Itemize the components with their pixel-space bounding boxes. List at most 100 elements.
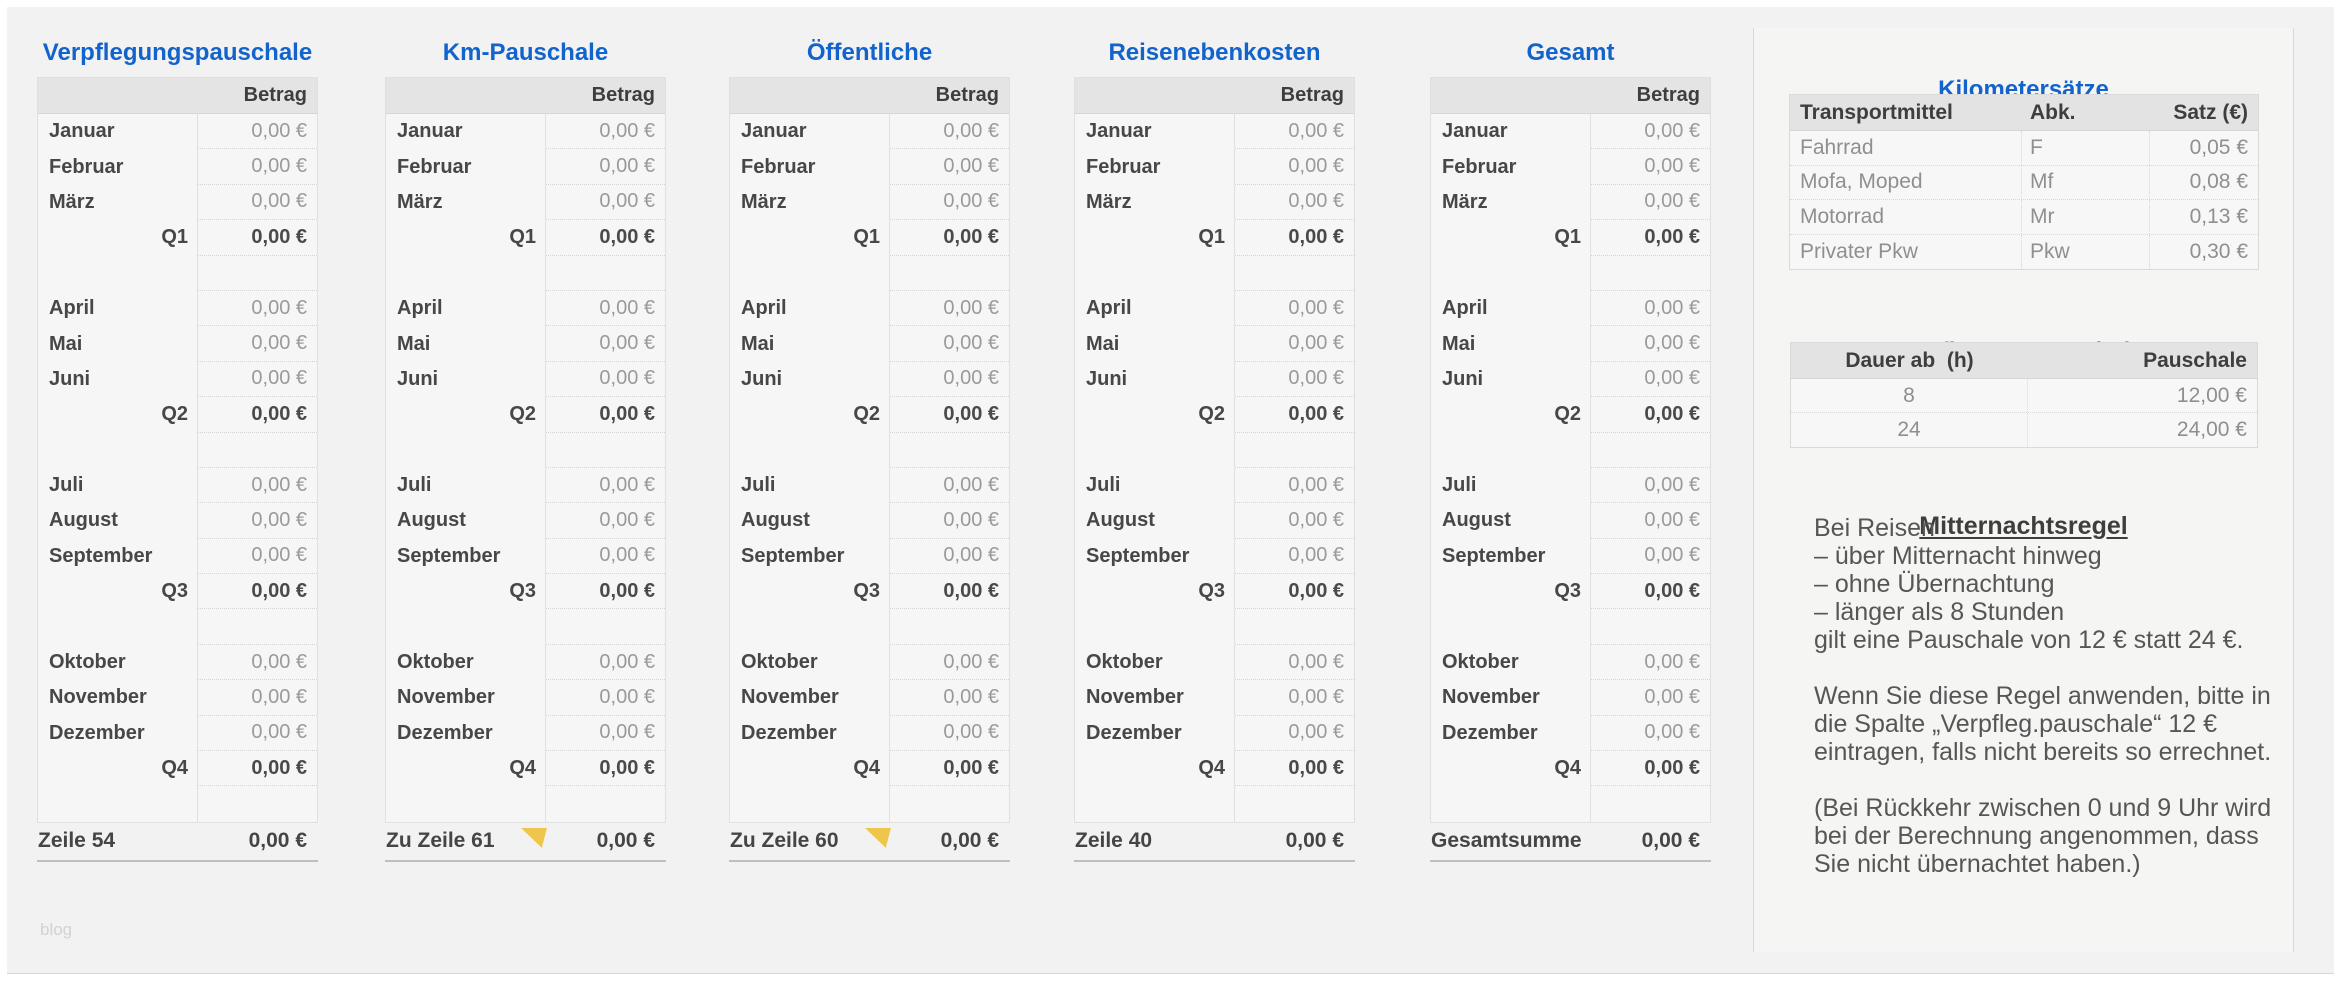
amount-cell[interactable]: 0,00 € xyxy=(546,149,665,185)
amount-cell[interactable]: 0,00 € xyxy=(890,114,1009,150)
amount-cell[interactable]: 0,00 € xyxy=(198,326,317,362)
amount-cell[interactable] xyxy=(546,786,665,821)
amount-cell[interactable] xyxy=(198,786,317,821)
amount-cell[interactable]: 0,00 € xyxy=(198,185,317,221)
amount-cell[interactable]: 0,00 € xyxy=(1235,185,1354,221)
amount-cell[interactable]: 0,00 € xyxy=(890,220,1009,256)
amount-cell[interactable]: 0,00 € xyxy=(546,751,665,787)
amount-cell[interactable]: 0,00 € xyxy=(198,397,317,433)
amount-cell[interactable]: 0,00 € xyxy=(1591,539,1710,575)
amount-cell[interactable]: 0,00 € xyxy=(546,574,665,610)
amount-cell[interactable]: 0,00 € xyxy=(546,291,665,327)
amount-cell[interactable]: 0,00 € xyxy=(890,680,1009,716)
amount-cell[interactable]: 0,00 € xyxy=(890,397,1009,433)
amount-cell[interactable]: 0,00 € xyxy=(1235,468,1354,504)
amount-cell[interactable]: 0,00 € xyxy=(546,503,665,539)
amount-cell[interactable]: 0,00 € xyxy=(1591,326,1710,362)
amount-cell[interactable]: 0,00 € xyxy=(890,716,1009,752)
amount-cell[interactable]: 0,00 € xyxy=(890,291,1009,327)
amount-cell[interactable]: 0,00 € xyxy=(1235,574,1354,610)
amount-cell[interactable]: 0,00 € xyxy=(890,503,1009,539)
amount-cell[interactable]: 0,00 € xyxy=(1235,397,1354,433)
amount-cell[interactable] xyxy=(1591,256,1710,291)
amount-cell[interactable] xyxy=(1591,433,1710,468)
amount-cell[interactable]: 0,00 € xyxy=(198,468,317,504)
amount-cell[interactable] xyxy=(890,256,1009,291)
amount-cell[interactable]: 0,00 € xyxy=(546,397,665,433)
amount-cell[interactable]: 0,00 € xyxy=(546,326,665,362)
amount-cell[interactable]: 0,00 € xyxy=(198,539,317,575)
amount-cell[interactable]: 0,00 € xyxy=(890,539,1009,575)
amount-cell[interactable]: 0,00 € xyxy=(198,716,317,752)
comment-marker-icon[interactable] xyxy=(521,827,547,848)
amount-cell[interactable]: 0,00 € xyxy=(1591,468,1710,504)
amount-cell[interactable]: 0,00 € xyxy=(198,114,317,150)
amount-cell[interactable]: 0,00 € xyxy=(890,362,1009,398)
amount-cell[interactable]: 0,00 € xyxy=(1591,220,1710,256)
amount-cell[interactable]: 0,00 € xyxy=(1591,362,1710,398)
amount-cell[interactable]: 0,00 € xyxy=(1591,574,1710,610)
amount-cell[interactable]: 0,00 € xyxy=(198,574,317,610)
amount-cell[interactable] xyxy=(198,433,317,468)
amount-cell[interactable] xyxy=(1235,256,1354,291)
amount-cell[interactable]: 0,00 € xyxy=(890,185,1009,221)
amount-cell[interactable]: 0,00 € xyxy=(890,574,1009,610)
amount-cell[interactable]: 0,00 € xyxy=(546,185,665,221)
amount-cell[interactable]: 0,00 € xyxy=(198,291,317,327)
amount-cell[interactable]: 0,00 € xyxy=(546,220,665,256)
amount-cell[interactable]: 0,00 € xyxy=(1591,185,1710,221)
amount-cell[interactable]: 0,00 € xyxy=(198,751,317,787)
amount-cell[interactable]: 0,00 € xyxy=(1591,114,1710,150)
amount-cell[interactable]: 0,00 € xyxy=(1235,362,1354,398)
amount-cell[interactable]: 0,00 € xyxy=(890,149,1009,185)
amount-cell[interactable] xyxy=(890,786,1009,821)
amount-cell[interactable]: 0,00 € xyxy=(1235,149,1354,185)
amount-cell[interactable]: 0,00 € xyxy=(1591,716,1710,752)
amount-cell[interactable]: 0,00 € xyxy=(546,468,665,504)
comment-marker-icon[interactable] xyxy=(865,827,891,848)
amount-cell[interactable] xyxy=(890,433,1009,468)
amount-cell[interactable]: 0,00 € xyxy=(198,503,317,539)
amount-cell[interactable]: 0,00 € xyxy=(890,751,1009,787)
amount-cell[interactable]: 0,00 € xyxy=(890,326,1009,362)
amount-cell[interactable]: 0,00 € xyxy=(1591,149,1710,185)
amount-cell[interactable] xyxy=(1235,433,1354,468)
amount-cell[interactable] xyxy=(1235,609,1354,645)
amount-cell[interactable]: 0,00 € xyxy=(546,680,665,716)
amount-cell[interactable]: 0,00 € xyxy=(546,539,665,575)
amount-cell[interactable]: 0,00 € xyxy=(1235,716,1354,752)
amount-cell[interactable]: 0,00 € xyxy=(546,645,665,681)
amount-cell[interactable]: 0,00 € xyxy=(1235,326,1354,362)
amount-cell[interactable]: 0,00 € xyxy=(1591,680,1710,716)
amount-cell[interactable]: 0,00 € xyxy=(1591,503,1710,539)
amount-cell[interactable]: 0,00 € xyxy=(1235,220,1354,256)
amount-cell[interactable]: 0,00 € xyxy=(1591,291,1710,327)
amount-cell[interactable] xyxy=(546,256,665,291)
amount-cell[interactable]: 0,00 € xyxy=(1235,751,1354,787)
amount-cell[interactable]: 0,00 € xyxy=(1235,645,1354,681)
amount-cell[interactable]: 0,00 € xyxy=(1591,751,1710,787)
amount-cell[interactable]: 0,00 € xyxy=(1235,291,1354,327)
amount-cell[interactable] xyxy=(1591,609,1710,645)
amount-cell[interactable] xyxy=(1235,786,1354,821)
amount-cell[interactable]: 0,00 € xyxy=(198,220,317,256)
amount-cell[interactable] xyxy=(546,433,665,468)
amount-cell[interactable] xyxy=(546,609,665,645)
amount-cell[interactable]: 0,00 € xyxy=(546,362,665,398)
amount-cell[interactable]: 0,00 € xyxy=(1591,645,1710,681)
amount-cell[interactable]: 0,00 € xyxy=(1235,539,1354,575)
amount-cell[interactable]: 0,00 € xyxy=(1235,680,1354,716)
amount-cell[interactable]: 0,00 € xyxy=(890,645,1009,681)
amount-cell[interactable] xyxy=(890,609,1009,645)
amount-cell[interactable]: 0,00 € xyxy=(198,149,317,185)
amount-cell[interactable] xyxy=(198,256,317,291)
amount-cell[interactable]: 0,00 € xyxy=(1591,397,1710,433)
amount-cell[interactable]: 0,00 € xyxy=(546,114,665,150)
amount-cell[interactable]: 0,00 € xyxy=(546,716,665,752)
amount-cell[interactable]: 0,00 € xyxy=(198,680,317,716)
amount-cell[interactable] xyxy=(198,609,317,645)
amount-cell[interactable]: 0,00 € xyxy=(890,468,1009,504)
amount-cell[interactable]: 0,00 € xyxy=(1235,503,1354,539)
amount-cell[interactable] xyxy=(1591,786,1710,821)
amount-cell[interactable]: 0,00 € xyxy=(1235,114,1354,150)
